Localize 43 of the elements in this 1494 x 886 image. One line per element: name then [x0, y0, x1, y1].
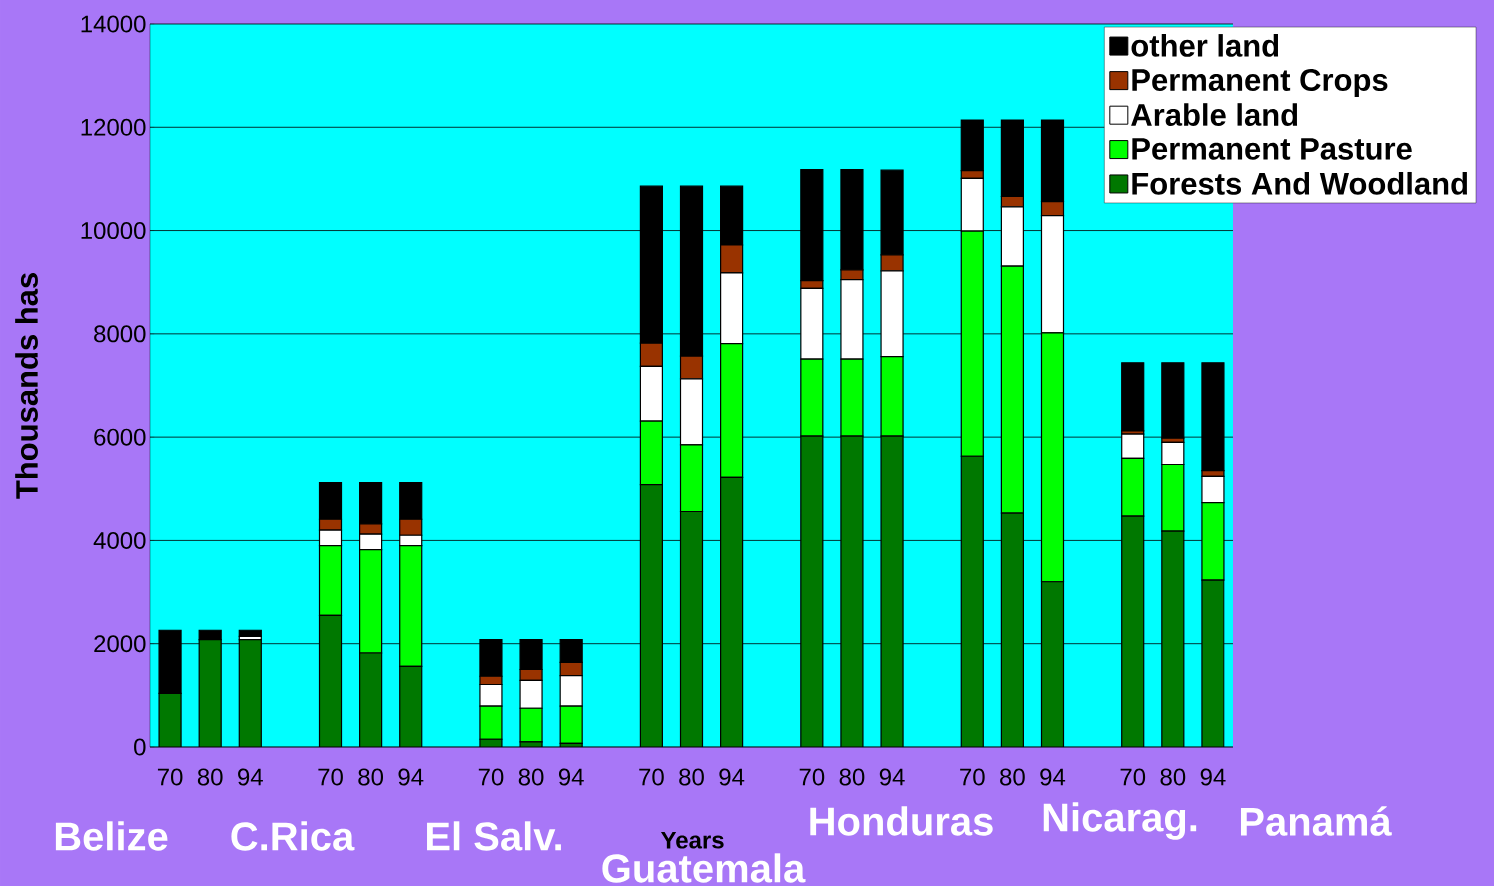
- x-tick-label: 80: [1160, 768, 1186, 786]
- x-tick-label: 80: [679, 768, 704, 786]
- x-tick-label: 94: [879, 768, 905, 786]
- text: Guatemala: [602, 853, 806, 883]
- x-tick-label: 94: [1040, 768, 1066, 786]
- text: C.Rica: [231, 821, 355, 851]
- legend-label: Arable land: [1131, 103, 1298, 126]
- y-tick-label: 8000: [94, 325, 146, 343]
- y-tick-label: 2000: [94, 635, 146, 653]
- y-tick-label: 10000: [81, 222, 146, 240]
- text: El Salv.: [427, 821, 561, 851]
- x-tick-label: 70: [1120, 768, 1146, 786]
- x-tick-label: 80: [839, 768, 865, 786]
- x-tick-label: 80: [358, 768, 384, 786]
- text: Honduras: [810, 806, 993, 836]
- x-tick-label: 80: [518, 768, 544, 786]
- x-tick-label: 70: [960, 768, 985, 786]
- x-tick-label: 80: [197, 768, 223, 786]
- x-tick-label: 70: [799, 768, 825, 786]
- text: Belize: [55, 821, 168, 851]
- legend-label: Permanent Pasture: [1132, 138, 1412, 160]
- legend-label: Forests And Woodland: [1132, 171, 1467, 195]
- x-tick-label: 70: [478, 768, 504, 786]
- x-tick-label: 70: [157, 768, 183, 786]
- x-tick-label: 80: [1000, 768, 1025, 786]
- text: Panamá: [1240, 806, 1392, 836]
- x-tick-label: 70: [318, 768, 343, 786]
- y-tick-label: 0: [134, 738, 146, 756]
- y-axis-title: Thousands has: [15, 273, 38, 499]
- x-tick-label: 94: [398, 768, 424, 786]
- y-tick-label: 14000: [81, 15, 146, 33]
- y-tick-label: 12000: [81, 118, 146, 136]
- legend-label: other land: [1131, 34, 1279, 57]
- x-axis-title: Years: [660, 831, 724, 849]
- x-tick-label: 94: [558, 768, 584, 786]
- x-tick-label: 70: [639, 768, 664, 786]
- x-tick-label: 94: [238, 768, 263, 786]
- x-tick-label: 94: [719, 768, 745, 786]
- text: Nicarag.: [1043, 802, 1197, 840]
- legend-label: Permanent Crops: [1132, 69, 1388, 98]
- y-tick-label: 4000: [93, 531, 146, 549]
- x-tick-label: 94: [1200, 768, 1226, 786]
- y-tick-label: 6000: [94, 428, 146, 446]
